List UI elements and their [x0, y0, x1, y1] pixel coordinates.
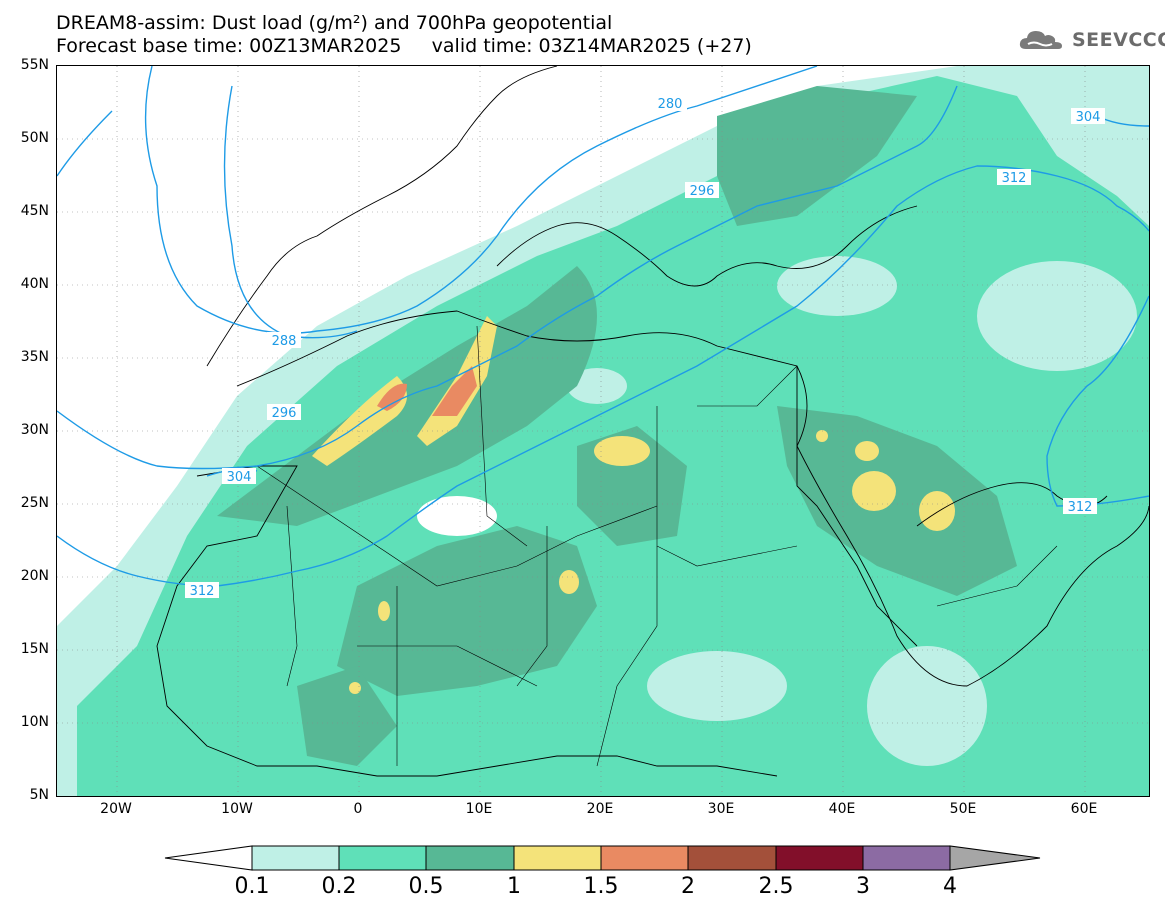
colorbar-label-2: 2 — [681, 874, 695, 899]
geopotential-contours — [57, 66, 1149, 587]
forecast-time-subtitle: Forecast base time: 00Z13MAR2025 valid t… — [56, 35, 752, 57]
colorbar-label-4: 4 — [943, 874, 957, 899]
logo-text: SEEVCCC — [1072, 29, 1165, 51]
colorbar-label-0.5: 0.5 — [408, 874, 444, 899]
graticule — [57, 66, 1149, 796]
colorbar-under-triangle — [164, 845, 253, 871]
lon-label-60e: 60E — [1070, 801, 1098, 817]
colorbar-swatch-3-4 — [862, 845, 951, 871]
colorbar-swatch-2.5-3 — [775, 845, 864, 871]
lat-label-35n: 35N — [20, 349, 49, 365]
contour-label-296-east: 296 — [690, 184, 715, 199]
colorbar-label-0.2: 0.2 — [321, 874, 357, 899]
cloud-icon — [1019, 31, 1062, 49]
colorbar-label-3: 3 — [856, 874, 870, 899]
colorbar-swatch-2-2.5 — [687, 845, 777, 871]
contour-label-312-west: 312 — [190, 584, 215, 599]
lat-label-55n: 55N — [20, 57, 49, 73]
lat-label-5n: 5N — [29, 787, 49, 803]
seevccc-logo: SEEVCCC — [1018, 26, 1165, 54]
lat-label-40n: 40N — [20, 276, 49, 292]
colorbar-swatch-1.5-2 — [600, 845, 689, 871]
contour-label-312-east: 312 — [1068, 500, 1093, 515]
lon-label-30e: 30E — [707, 801, 735, 817]
colorbar-label-0.1: 0.1 — [234, 874, 270, 899]
contour-label-296-west: 296 — [272, 406, 297, 421]
lon-label-10e: 10E — [465, 801, 493, 817]
chart-title: DREAM8-assim: Dust load (g/m²) and 700hP… — [56, 12, 613, 34]
colorbar-swatch-0.2-0.5 — [338, 845, 427, 871]
lat-label-25n: 25N — [20, 495, 49, 511]
lon-label-0: 0 — [353, 801, 363, 817]
lat-label-50n: 50N — [20, 130, 49, 146]
colorbar-over-triangle — [949, 845, 1041, 871]
colorbar-swatch-1-1.5 — [513, 845, 602, 871]
lon-label-40e: 40E — [828, 801, 856, 817]
contour-labels: 280 288 296 304 312 296 304 312 312 — [185, 95, 1105, 599]
lat-label-45n: 45N — [20, 203, 49, 219]
lon-label-10w: 10W — [221, 801, 253, 817]
map-canvas: 280 288 296 304 312 296 304 312 312 — [57, 66, 1149, 796]
contour-label-288: 288 — [272, 334, 297, 349]
country-borders — [256, 325, 1058, 767]
contour-label-304-west: 304 — [227, 470, 252, 485]
lat-label-30n: 30N — [20, 422, 49, 438]
colorbar — [164, 845, 1041, 871]
lat-label-10n: 10N — [20, 714, 49, 730]
lon-label-20e: 20E — [586, 801, 614, 817]
colorbar-swatch-0.5-1 — [425, 845, 515, 871]
colorbar-label-1: 1 — [507, 874, 521, 899]
lat-label-20n: 20N — [20, 568, 49, 584]
lon-label-20w: 20W — [100, 801, 132, 817]
lat-label-15n: 15N — [20, 641, 49, 657]
contour-label-304-east: 304 — [1076, 110, 1101, 125]
contour-label-312-mid: 312 — [1002, 171, 1027, 186]
colorbar-swatch-0.1-0.2 — [251, 845, 340, 871]
dust-level-1.5 — [377, 383, 407, 411]
colorbar-label-1.5: 1.5 — [583, 874, 619, 899]
coastlines — [156, 66, 1149, 777]
lon-label-50e: 50E — [949, 801, 977, 817]
dust-load-map: 280 288 296 304 312 296 304 312 312 — [56, 65, 1150, 797]
colorbar-label-2.5: 2.5 — [758, 874, 794, 899]
contour-label-280-east: 280 — [658, 97, 683, 112]
